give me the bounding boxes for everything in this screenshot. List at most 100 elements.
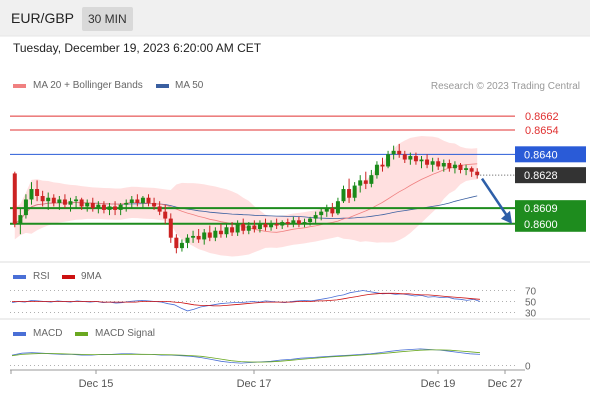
candle-body xyxy=(436,161,441,167)
candle-body xyxy=(269,223,274,228)
macd-legend-swatch xyxy=(13,332,26,336)
candle-body xyxy=(458,164,463,170)
candle-body xyxy=(386,154,391,167)
level-tag-support xyxy=(515,200,586,217)
candle-body xyxy=(62,199,67,205)
timeframe-button[interactable]: 30 MIN xyxy=(82,7,133,31)
candle-body xyxy=(313,215,318,219)
rsi-tick-label: 30 xyxy=(525,309,537,320)
candle-body xyxy=(291,220,296,224)
bollinger-band xyxy=(14,136,478,257)
candle-body xyxy=(469,168,474,172)
level-label-pivot: 0.8640 xyxy=(524,149,558,161)
macd-signal-legend-swatch xyxy=(75,332,88,336)
candle-body xyxy=(358,180,363,186)
candle-body xyxy=(369,175,374,184)
candle-body xyxy=(213,230,218,238)
candle-body xyxy=(18,215,23,224)
macd-legend-label: MACD xyxy=(33,328,63,339)
candle-body xyxy=(335,201,340,214)
candle-body xyxy=(57,199,62,203)
header-bar: EUR/GBP 30 MIN xyxy=(0,0,590,36)
candle-body xyxy=(285,222,290,224)
candle-body xyxy=(441,163,446,167)
candle-body xyxy=(252,225,257,229)
rsi-legend-swatch xyxy=(13,275,26,279)
macd-line xyxy=(11,348,481,364)
ma9-legend-label: 9MA xyxy=(81,271,102,282)
candle-body xyxy=(352,185,357,198)
ma20-legend-swatch xyxy=(13,84,26,88)
candle-body xyxy=(202,232,207,240)
candle-body xyxy=(218,230,223,235)
candle-body xyxy=(107,206,112,210)
candle-body xyxy=(12,173,17,224)
rsi-tick-label: 70 xyxy=(525,287,537,298)
candle-body xyxy=(374,164,379,176)
candle-body xyxy=(113,206,118,210)
rsi-ma-line xyxy=(12,292,481,307)
candle-body xyxy=(74,199,79,202)
candle-body xyxy=(235,223,240,233)
ma20-legend-label: MA 20 + Bollinger Bands xyxy=(33,80,143,91)
candle-body xyxy=(224,227,229,235)
research-credit: Research © 2023 Trading Central xyxy=(430,81,580,92)
candle-body xyxy=(185,237,190,243)
candle-body xyxy=(380,164,385,167)
candle-body xyxy=(413,156,418,162)
level-label-resistance: 0.8662 xyxy=(525,111,559,123)
candle-body xyxy=(46,197,51,202)
level-label-support: 0.8600 xyxy=(524,219,558,231)
level-tag-support xyxy=(515,215,586,232)
forecast-arrow-shaft xyxy=(480,177,511,220)
time-axis-label: Dec 15 xyxy=(79,378,114,390)
candle-body xyxy=(101,204,106,210)
candle-body xyxy=(85,202,90,207)
candle-body xyxy=(163,211,168,219)
candle-body xyxy=(140,197,145,203)
time-axis-label: Dec 19 xyxy=(421,378,456,390)
candle-body xyxy=(35,189,40,196)
ma9-legend-swatch xyxy=(62,275,75,279)
macd-tick-label: 0 xyxy=(525,361,531,372)
forecast-arrow-head xyxy=(501,210,512,224)
candle-body xyxy=(51,197,56,203)
macd-signal-legend-label: MACD Signal xyxy=(95,328,156,339)
candle-body xyxy=(79,199,84,207)
last-price-label: 0.8628 xyxy=(524,170,558,182)
candle-body xyxy=(96,204,101,209)
candle-body xyxy=(452,164,457,169)
candle-body xyxy=(341,189,346,202)
candle-body xyxy=(447,163,452,169)
candle-body xyxy=(302,222,307,224)
level-label-resistance: 0.8654 xyxy=(525,125,559,137)
chart-datetime: Tuesday, December 19, 2023 6:20:00 AM CE… xyxy=(13,41,262,55)
candle-body xyxy=(308,218,313,223)
candle-body xyxy=(419,159,424,162)
candle-body xyxy=(425,159,430,165)
candle-body xyxy=(179,242,184,249)
candle-body xyxy=(257,223,262,229)
time-axis-label: Dec 17 xyxy=(237,378,272,390)
candle-body xyxy=(129,199,134,203)
candle-body xyxy=(241,223,246,231)
level-tag-pivot xyxy=(515,146,586,163)
candle-body xyxy=(168,218,173,238)
candle-body xyxy=(246,225,251,231)
candle-body xyxy=(319,211,324,216)
candle-body xyxy=(263,223,268,228)
candle-body xyxy=(196,235,201,240)
candle-body xyxy=(402,154,407,160)
last-price-tag xyxy=(515,167,586,184)
candle-body xyxy=(464,168,469,170)
candle-body xyxy=(330,208,335,214)
candle-body xyxy=(280,222,285,226)
candle-body xyxy=(408,156,413,160)
candle-body xyxy=(146,197,151,203)
candle-body xyxy=(68,201,73,205)
candle-body xyxy=(274,223,279,226)
ma50-legend-swatch xyxy=(156,84,169,88)
candle-body xyxy=(397,150,402,155)
